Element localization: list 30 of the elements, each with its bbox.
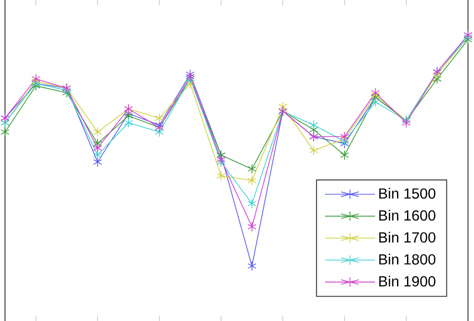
point [247, 222, 256, 232]
point [247, 198, 256, 209]
legend-label: Bin 1800 [379, 254, 436, 265]
point [309, 120, 318, 130]
point [216, 170, 226, 181]
point [402, 118, 411, 128]
point [31, 74, 40, 84]
point [278, 102, 288, 112]
point [216, 154, 226, 165]
point [247, 175, 256, 186]
point [154, 113, 164, 124]
point [247, 164, 256, 174]
legend-label: Bin 1500 [379, 188, 436, 199]
point [309, 145, 318, 156]
point [216, 156, 226, 168]
point [340, 150, 349, 160]
point [370, 88, 380, 98]
point [340, 132, 349, 142]
point [93, 156, 102, 168]
legend-label: Bin 1600 [379, 210, 436, 221]
point [93, 126, 102, 138]
point [93, 150, 102, 160]
point [370, 96, 380, 108]
point [93, 143, 102, 154]
point [124, 118, 133, 128]
point [0, 126, 10, 138]
point [93, 138, 102, 149]
point [247, 260, 256, 272]
legend-label: Bin 1700 [379, 232, 436, 243]
legend-label: Bin 1900 [379, 276, 436, 287]
